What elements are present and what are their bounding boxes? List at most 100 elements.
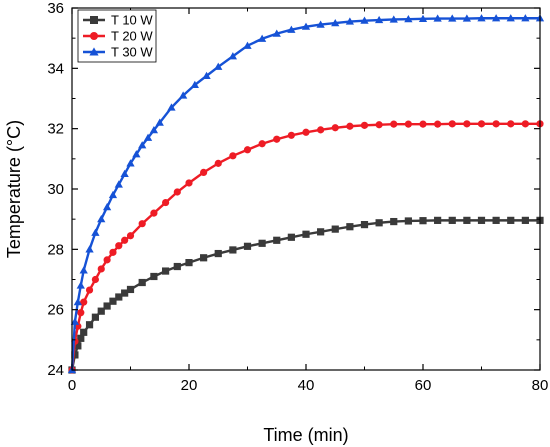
data-point — [331, 18, 340, 27]
series-line — [70, 122, 540, 371]
data-point — [85, 245, 94, 253]
data-point — [477, 120, 486, 128]
legend-label: T 20 W — [111, 29, 153, 44]
data-point — [200, 254, 208, 262]
data-point — [167, 103, 176, 111]
data-point — [185, 179, 193, 187]
data-point — [507, 216, 515, 224]
data-point — [79, 266, 88, 274]
data-point — [346, 122, 354, 130]
data-point — [97, 265, 105, 273]
data-point — [477, 216, 486, 224]
data-point — [73, 297, 82, 306]
data-point — [109, 248, 117, 256]
data-point — [115, 242, 123, 250]
legend-marker — [89, 47, 99, 56]
data-point — [214, 249, 222, 258]
legend-item: T 30 W — [83, 45, 153, 60]
data-point — [477, 14, 486, 22]
data-point — [85, 321, 94, 329]
data-point — [77, 309, 85, 317]
data-point — [120, 169, 129, 178]
data-point — [506, 14, 515, 22]
legend: T 10 WT 20 WT 30 W — [77, 9, 157, 63]
data-point — [492, 120, 500, 128]
data-point — [243, 41, 252, 49]
data-point — [418, 14, 428, 22]
data-point — [80, 298, 88, 306]
data-point — [102, 202, 112, 211]
data-point — [109, 297, 117, 305]
y-tick-label: 36 — [47, 0, 64, 17]
data-point — [345, 17, 355, 25]
data-point — [179, 91, 188, 99]
data-point — [229, 246, 237, 254]
data-point — [258, 140, 266, 148]
data-point — [433, 14, 442, 22]
data-point — [491, 14, 501, 22]
data-point — [85, 286, 94, 294]
data-point — [360, 220, 369, 229]
data-point — [162, 267, 170, 275]
data-point — [200, 168, 208, 177]
data-point — [173, 262, 181, 271]
series-layer — [67, 14, 545, 374]
data-point — [155, 118, 164, 126]
ticks-layer: 0 20 40 60 80 24 26 28 30 32 34 36 — [47, 0, 548, 394]
data-point — [190, 80, 199, 89]
data-point — [149, 126, 159, 134]
data-point — [404, 120, 412, 128]
data-point — [115, 293, 123, 301]
data-point — [76, 281, 85, 289]
data-point — [419, 120, 427, 128]
y-tick-label: 30 — [47, 181, 64, 198]
data-point — [185, 259, 193, 267]
data-point — [404, 15, 413, 23]
data-point — [272, 29, 281, 37]
data-point — [132, 150, 141, 158]
data-point — [114, 180, 123, 188]
x-tick-label: 60 — [415, 377, 432, 394]
y-tick-label: 34 — [47, 60, 64, 77]
data-point — [77, 334, 85, 342]
data-point — [463, 120, 471, 128]
series-line — [70, 17, 540, 371]
data-point — [150, 272, 158, 281]
data-point — [243, 146, 252, 154]
data-point — [331, 225, 339, 233]
data-point — [121, 289, 129, 297]
data-point — [138, 220, 146, 228]
data-point — [74, 342, 82, 350]
series-t-30-w — [67, 14, 545, 374]
series-line — [70, 219, 540, 371]
data-point — [97, 307, 105, 315]
x-axis-title: Time (min) — [263, 425, 348, 445]
data-point — [214, 62, 223, 70]
data-point — [389, 15, 398, 23]
data-point — [214, 159, 222, 167]
data-point — [448, 120, 456, 128]
legend-item: T 20 W — [83, 29, 153, 44]
data-point — [404, 217, 412, 225]
data-point — [287, 131, 295, 139]
data-point — [71, 351, 79, 359]
data-point — [103, 256, 111, 264]
data-point — [390, 217, 398, 226]
data-point — [375, 219, 383, 227]
data-point — [448, 14, 457, 22]
legend-marker — [90, 16, 98, 24]
data-point — [507, 120, 515, 128]
data-point — [91, 313, 99, 321]
x-tick-label: 40 — [298, 377, 315, 394]
data-point — [108, 190, 118, 199]
data-point — [80, 328, 88, 336]
data-point — [202, 71, 211, 79]
data-point — [521, 216, 529, 224]
legend-label: T 10 W — [111, 13, 153, 28]
data-point — [302, 128, 310, 136]
data-point — [287, 25, 296, 33]
data-point — [521, 120, 529, 128]
data-point — [91, 228, 100, 236]
data-point — [70, 317, 80, 325]
